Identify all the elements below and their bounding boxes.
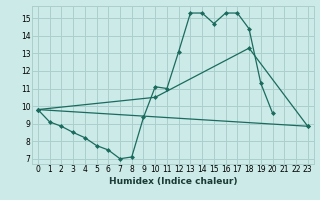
X-axis label: Humidex (Indice chaleur): Humidex (Indice chaleur) (108, 177, 237, 186)
